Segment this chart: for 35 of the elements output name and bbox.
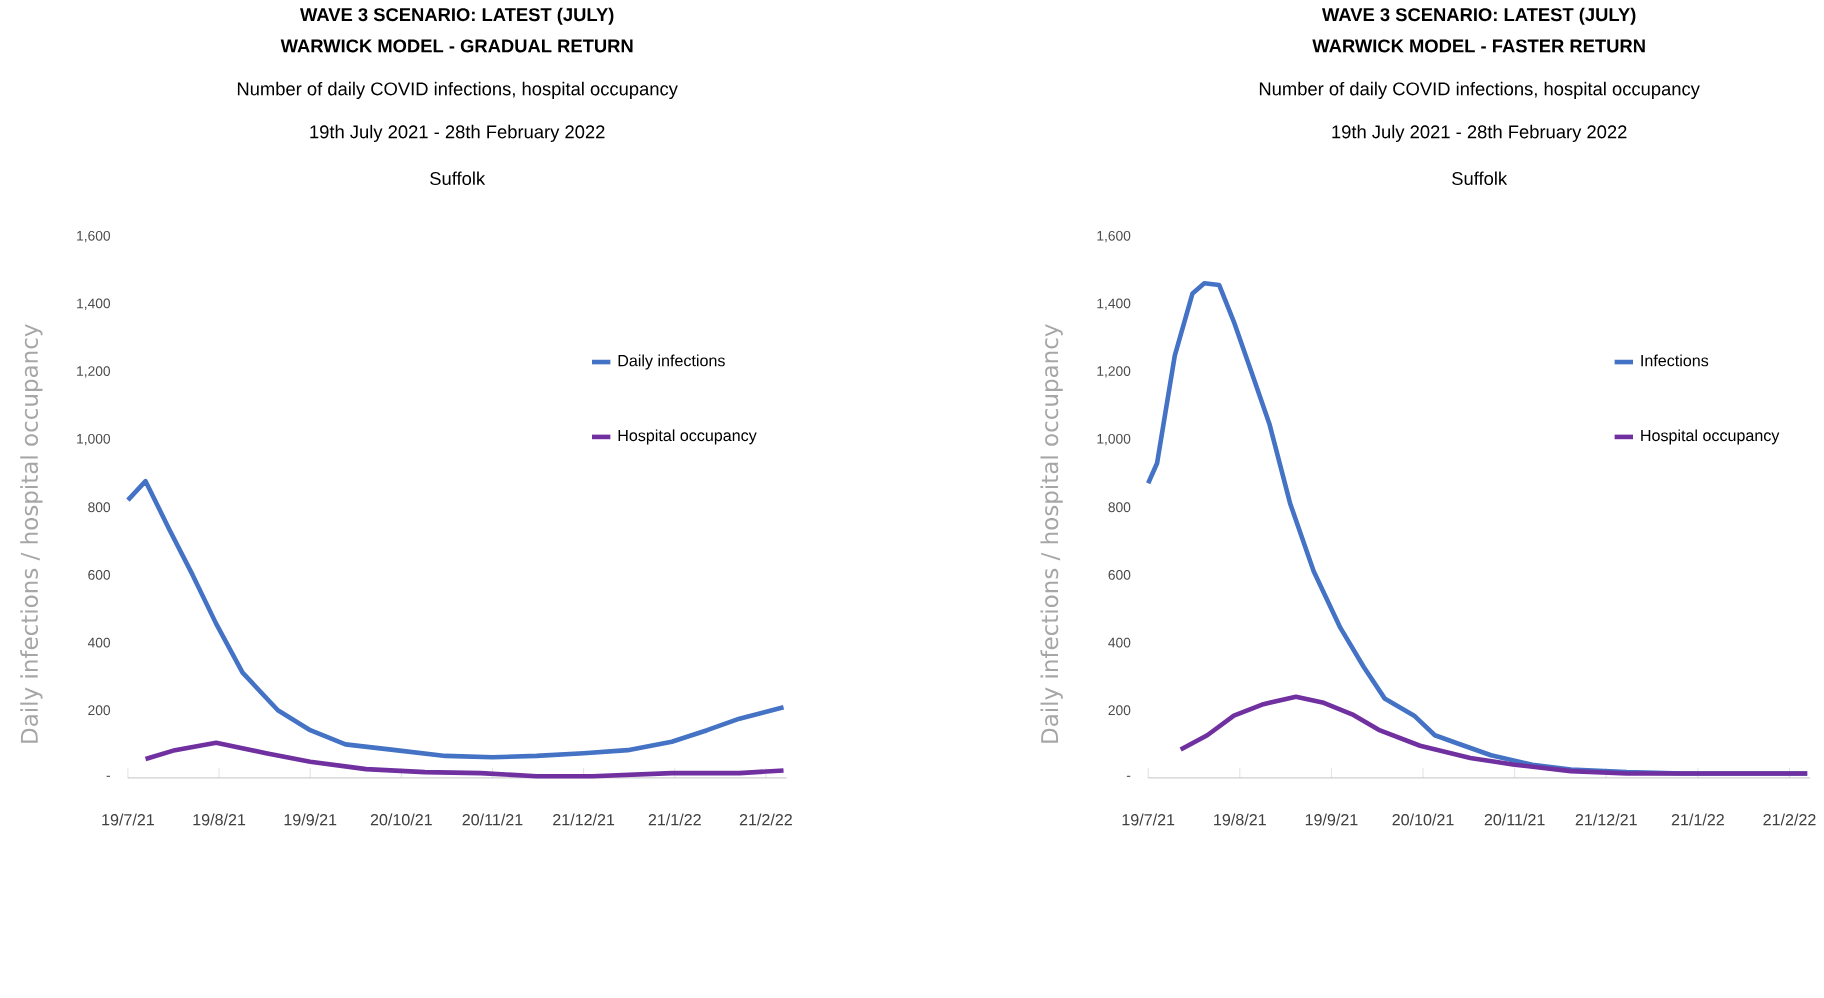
x-tick-label: 19/7/21 — [102, 813, 154, 826]
y-axis-title: Daily infections / hospital occupancy — [1040, 323, 1063, 743]
legend-label: Hospital occupancy — [1641, 429, 1780, 445]
x-tick-label: 21/2/22 — [1763, 813, 1816, 826]
line-series — [143, 740, 786, 779]
x-tick-label: 21/1/22 — [1671, 813, 1724, 826]
x-tick-label: 20/10/21 — [1392, 813, 1454, 826]
x-tick-label: 21/12/21 — [553, 813, 615, 826]
chart-title: WAVE 3 SCENARIO: LATEST (JULY) — [300, 7, 614, 25]
line-series — [1178, 694, 1810, 776]
legend-label: Infections — [1641, 354, 1709, 366]
text: Number of daily COVID infections, hospital occupancy — [1259, 81, 1700, 99]
x-tick-label: 20/10/21 — [370, 813, 432, 826]
x-tick-label: 21/12/21 — [1575, 813, 1637, 826]
legend-label: Hospital occupancy — [618, 429, 757, 445]
text: 19th July 2021 - 28th February 2022 — [310, 124, 605, 142]
x-tick-label: 21/2/22 — [739, 813, 792, 826]
legend-label: Daily infections — [618, 354, 725, 370]
x-tick-label: 21/1/22 — [648, 813, 701, 826]
x-tick-label: 19/7/21 — [1122, 813, 1175, 826]
text: Number of daily COVID infections, hospital occupancy — [237, 81, 678, 99]
text: Suffolk — [430, 171, 486, 185]
chart-subtitle: WARWICK MODEL - FASTER RETURN — [1312, 39, 1645, 53]
text: Suffolk — [1452, 171, 1508, 185]
x-tick-label: 19/9/21 — [1305, 813, 1358, 826]
text: 19th July 2021 - 28th February 2022 — [1332, 124, 1627, 142]
x-tick-label: 20/11/21 — [462, 813, 523, 826]
chart-subtitle: WARWICK MODEL - GRADUAL RETURN — [280, 39, 633, 53]
chart-title: WAVE 3 SCENARIO: LATEST (JULY) — [1322, 7, 1636, 25]
x-tick-label: 19/8/21 — [193, 813, 246, 826]
x-tick-label: 19/9/21 — [284, 813, 337, 826]
x-tick-label: 19/8/21 — [1214, 813, 1266, 826]
x-tick-label: 20/11/21 — [1484, 813, 1545, 826]
line-series — [125, 478, 786, 760]
y-axis-title: Daily infections / hospital occupancy — [20, 323, 43, 743]
